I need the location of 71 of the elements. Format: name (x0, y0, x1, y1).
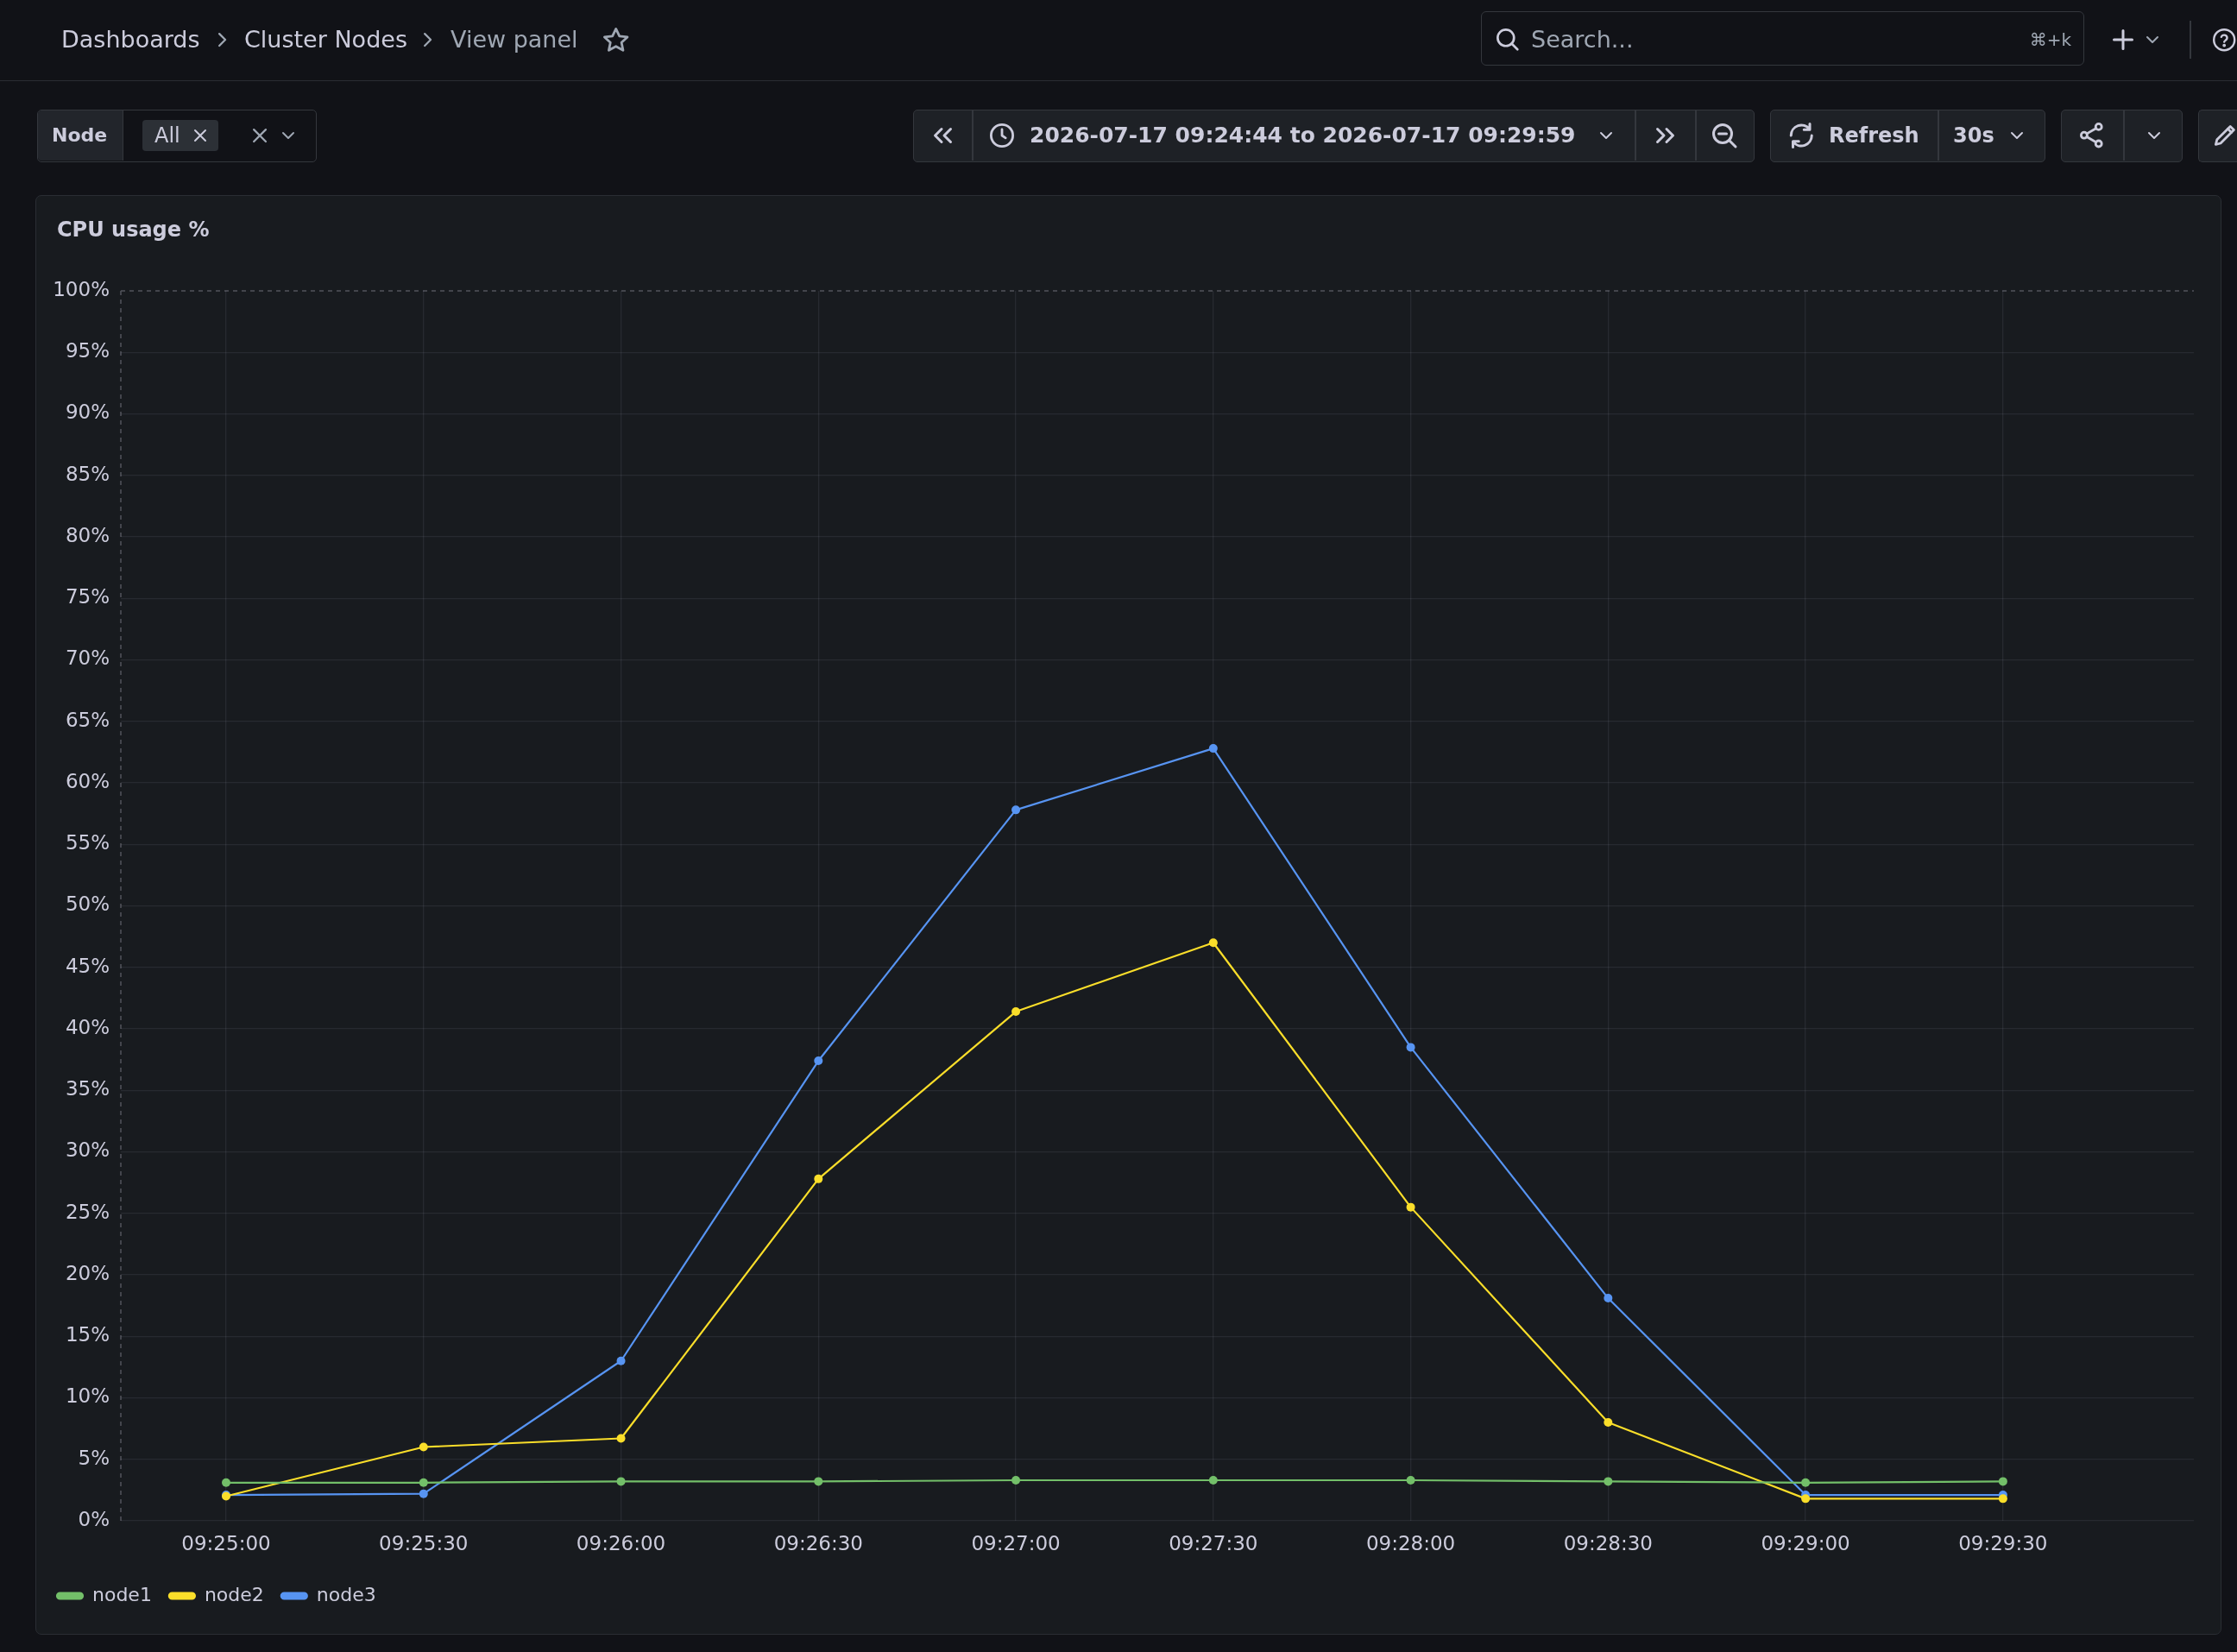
point (1998, 1477, 2007, 1486)
y-tick-label: 25% (65, 1200, 110, 1223)
y-tick-label: 85% (65, 462, 110, 485)
y-tick-label: 95% (65, 339, 110, 363)
point (1801, 1478, 1811, 1487)
y-tick-label: 75% (65, 585, 110, 608)
y-tick-label: 70% (65, 646, 110, 670)
point (1604, 1477, 1613, 1486)
point (616, 1434, 626, 1443)
text: All (154, 123, 180, 148)
point (1406, 1043, 1415, 1052)
point (222, 1478, 231, 1487)
text: 2026-07-17 09:24:44 to 2026-07-17 09:29:59 (1030, 123, 1576, 148)
text: Search... (1531, 25, 1634, 54)
text: Refresh (1829, 123, 1919, 148)
point (814, 1477, 823, 1486)
x-tick-label: 09:26:30 (773, 1531, 863, 1554)
point (1604, 1294, 1613, 1303)
point (1011, 1475, 1021, 1485)
point (1998, 1494, 2007, 1504)
point (419, 1478, 428, 1487)
point (1801, 1494, 1811, 1504)
y-tick-label: 90% (65, 400, 110, 424)
text: 30s (1953, 123, 1994, 148)
y-tick-label: 40% (65, 1015, 110, 1038)
x-tick-label: 09:28:30 (1563, 1531, 1653, 1554)
legend-label: node2 (204, 1583, 264, 1605)
point (1011, 1007, 1021, 1017)
x-tick-label: 09:28:00 (1365, 1531, 1456, 1554)
y-tick-label: 35% (65, 1077, 110, 1100)
y-tick-label: 65% (65, 708, 110, 731)
y-tick-label: 0% (78, 1507, 110, 1530)
point (814, 1056, 823, 1066)
point (1011, 805, 1021, 815)
point (1406, 1202, 1415, 1212)
point (1208, 938, 1218, 948)
text: Node (52, 123, 108, 148)
y-tick-label: 50% (65, 892, 110, 916)
y-tick-label: 10% (65, 1384, 110, 1408)
text: ⌘+k (2029, 29, 2071, 50)
legend-label: node1 (92, 1583, 152, 1605)
y-tick-label: 60% (65, 769, 110, 792)
point (616, 1477, 626, 1486)
point (1406, 1475, 1415, 1485)
y-tick-label: 45% (65, 954, 110, 977)
y-tick-label: 30% (65, 1138, 110, 1162)
point (1208, 744, 1218, 753)
x-tick-label: 09:27:00 (971, 1531, 1061, 1554)
y-tick-label: 15% (65, 1323, 110, 1346)
point (1208, 1475, 1218, 1485)
y-tick-label: 100% (53, 277, 110, 300)
x-tick-label: 09:26:00 (576, 1531, 666, 1554)
y-tick-label: 20% (65, 1261, 110, 1284)
y-tick-label: 55% (65, 831, 110, 854)
point (419, 1489, 428, 1498)
x-tick-label: 09:25:30 (379, 1531, 469, 1554)
legend-label: node3 (316, 1583, 376, 1605)
y-tick-label: 5% (78, 1446, 110, 1469)
text: View panel (451, 25, 578, 54)
point (616, 1356, 626, 1365)
y-tick-label: 80% (65, 523, 110, 546)
point (419, 1442, 428, 1452)
x-tick-label: 09:25:00 (181, 1531, 271, 1554)
x-tick-label: 09:29:00 (1761, 1531, 1850, 1554)
text: Cluster Nodes (244, 25, 407, 54)
text: Dashboards (61, 25, 200, 54)
point (1604, 1418, 1613, 1427)
x-tick-label: 09:29:30 (1958, 1531, 2048, 1554)
x-tick-label: 09:27:30 (1169, 1531, 1258, 1554)
point (814, 1174, 823, 1183)
chart-title: CPU usage % (57, 217, 210, 243)
